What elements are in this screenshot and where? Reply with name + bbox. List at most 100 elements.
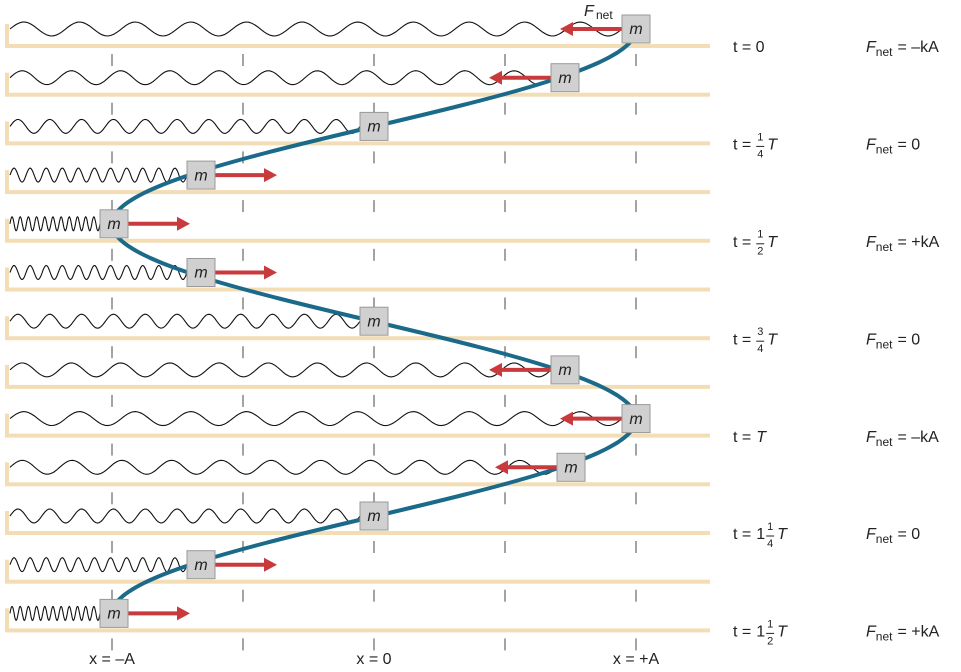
time-den: 2 (767, 635, 773, 647)
force-subscript: net (876, 532, 893, 546)
floor (5, 287, 710, 292)
floor (5, 482, 710, 487)
arrow-head (560, 22, 573, 36)
mass-block (359, 111, 389, 141)
position-label: x = 0 (356, 651, 391, 668)
force-rest: = 0 (897, 137, 920, 154)
force-rest: = 0 (897, 331, 920, 348)
position-label: x = +A (613, 651, 660, 668)
force-symbol: F (866, 137, 877, 154)
wall (5, 559, 9, 582)
arrow-head (264, 168, 277, 183)
force-symbol: F (866, 526, 877, 543)
time-unit: T (767, 234, 778, 251)
annotation-subscript: net (596, 8, 613, 22)
mass-block (186, 160, 216, 190)
time-num: 1 (757, 229, 763, 241)
time-lead: t = (733, 429, 751, 446)
wall (5, 121, 9, 144)
wall (5, 218, 9, 241)
wall (5, 413, 9, 436)
arrow-head (489, 362, 502, 377)
wall (5, 72, 9, 95)
spring (9, 216, 101, 232)
spring (9, 167, 188, 183)
force-symbol: F (866, 39, 877, 56)
time-lead: t = (733, 331, 751, 348)
arrow-head (264, 557, 277, 572)
mass-block (99, 209, 129, 239)
time-lead: t = 0 (733, 39, 765, 56)
spring (9, 605, 101, 622)
mass-label: m (107, 606, 120, 623)
mass-label: m (194, 265, 207, 282)
spring (9, 557, 188, 573)
arrow-head (495, 460, 508, 475)
wall (5, 364, 9, 387)
mass-block (359, 306, 389, 336)
wall (5, 24, 9, 46)
spring (9, 264, 188, 281)
wall (5, 267, 9, 290)
floor (5, 44, 710, 48)
wall (5, 316, 9, 339)
mass-label: m (367, 313, 380, 330)
floor (5, 433, 710, 438)
arrow-head (264, 265, 277, 280)
force-subscript: net (876, 143, 893, 157)
force-subscript: net (876, 240, 893, 254)
mass-label: m (629, 21, 642, 38)
force-rest: = 0 (897, 526, 920, 543)
force-symbol: F (866, 429, 877, 446)
wall (5, 511, 9, 533)
force-rest: = +kA (897, 624, 939, 641)
mass-block (550, 355, 580, 385)
wall (5, 462, 9, 485)
mass-label: m (564, 460, 577, 477)
time-den: 4 (757, 148, 763, 160)
mass-block (186, 550, 216, 580)
floor (5, 628, 710, 633)
mass-block (556, 452, 586, 482)
floor (5, 190, 710, 195)
force-subscript: net (876, 45, 893, 59)
mass-block (359, 501, 389, 531)
wall (5, 608, 9, 631)
mass-label: m (367, 119, 380, 136)
floor (5, 238, 710, 243)
time-unit: T (767, 331, 778, 348)
force-rest: = –kA (897, 39, 939, 56)
time-lead: t = (733, 526, 751, 543)
mass-label: m (558, 362, 571, 379)
mass-label: m (194, 557, 207, 574)
spring (9, 362, 552, 378)
force-symbol: F (866, 624, 877, 641)
position-label: x = –A (89, 651, 135, 668)
mass-block (621, 404, 651, 434)
time-lead: t = (733, 624, 751, 641)
floor (5, 579, 710, 584)
mass-label: m (629, 411, 642, 428)
wall (5, 170, 9, 193)
floor (5, 336, 710, 341)
floor (5, 92, 710, 97)
time-den: 4 (767, 538, 773, 550)
force-subscript: net (876, 630, 893, 644)
mass-label: m (367, 508, 380, 525)
time-whole: 1 (756, 526, 765, 543)
force-subscript: net (876, 337, 893, 351)
force-rest: = –kA (897, 429, 939, 446)
mass-block (550, 63, 580, 93)
spring (9, 70, 552, 86)
spring (9, 411, 623, 427)
spring (9, 459, 558, 475)
arrow-head (177, 216, 190, 231)
annotation-symbol: F (584, 3, 595, 20)
time-lead: t = (733, 137, 751, 154)
mass-label: m (107, 216, 120, 233)
spring (9, 21, 623, 37)
force-symbol: F (866, 331, 877, 348)
mass-label: m (558, 70, 571, 87)
arrow-head (489, 70, 502, 85)
